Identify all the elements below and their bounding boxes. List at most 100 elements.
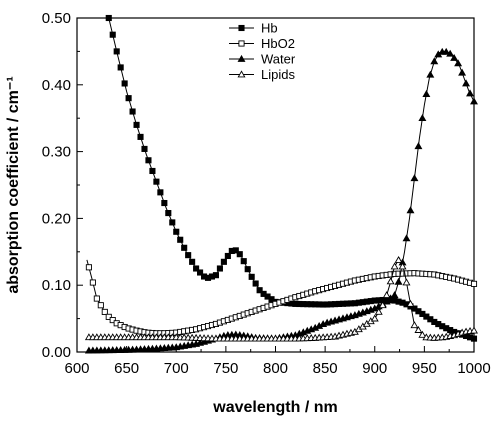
legend-label: Hb [261, 21, 278, 36]
data-point-hb [193, 265, 200, 272]
data-point-water [410, 174, 419, 182]
data-point-hb [105, 14, 112, 22]
data-point-water [430, 57, 439, 65]
data-point-hbo2 [470, 280, 478, 287]
data-point-lipids [386, 277, 395, 285]
series-lipids [84, 255, 478, 342]
data-point-hb [165, 210, 172, 217]
y-tick-label: 0.40 [42, 77, 71, 94]
legend-label: HbO2 [261, 36, 295, 51]
data-point-hb [109, 31, 116, 38]
y-tick-label: 0.50 [42, 10, 71, 27]
data-point-hb [244, 266, 251, 273]
data-point-hb [248, 273, 255, 280]
data-point-lipids [406, 299, 415, 307]
data-point-hb [177, 236, 184, 243]
data-point-hb [149, 167, 156, 175]
data-point-water [426, 70, 435, 78]
x-tick-label: 1000 [457, 360, 490, 377]
x-tick-label: 600 [64, 360, 89, 377]
data-point-water [406, 206, 415, 214]
data-point-hb [224, 252, 231, 260]
data-point-hb [153, 178, 160, 185]
legend-item-water: Water [229, 52, 296, 67]
legend-marker-hb [238, 24, 245, 32]
data-point-lipids [410, 321, 419, 329]
x-tick-label: 900 [362, 360, 387, 377]
x-axis-title: wavelength / nm [212, 399, 337, 416]
data-point-hb [117, 64, 124, 71]
data-point-lipids [418, 330, 427, 338]
x-tick-label: 800 [263, 360, 288, 377]
x-tick-label: 850 [313, 360, 338, 377]
data-point-hb [220, 258, 227, 265]
data-point-lipids [378, 301, 387, 309]
data-point-lipids [414, 325, 423, 333]
legend-marker-water [237, 54, 246, 62]
x-tick-label: 950 [412, 360, 437, 377]
legend-label: Lipids [261, 67, 295, 82]
data-point-hbo2 [101, 308, 108, 315]
y-tick-label: 0.00 [42, 344, 71, 361]
data-point-hb [197, 269, 204, 276]
data-point-lipids [390, 262, 399, 270]
y-tick-label: 0.20 [42, 210, 71, 227]
data-point-water [418, 114, 427, 122]
data-point-hbo2 [85, 264, 92, 271]
data-point-hb [129, 108, 136, 115]
legend-marker-lipids [237, 70, 246, 78]
x-tick-label: 650 [114, 360, 139, 377]
data-point-lipids [398, 262, 407, 270]
data-point-hb [212, 272, 220, 279]
data-point-hbo2 [97, 302, 104, 309]
data-point-hb [185, 252, 192, 259]
data-point-lipids [402, 278, 411, 286]
data-point-water [414, 142, 423, 150]
data-point-water [402, 234, 411, 242]
data-point-water [394, 277, 403, 285]
data-point-lipids [382, 291, 391, 299]
data-point-water [390, 291, 399, 299]
y-tick-label: 0.10 [42, 277, 71, 294]
legend-item-lipids: Lipids [229, 67, 295, 82]
data-point-hb [145, 157, 152, 164]
x-tick-label: 700 [164, 360, 189, 377]
data-point-hb [121, 80, 128, 87]
data-point-hb [216, 265, 223, 272]
data-point-water [462, 79, 471, 87]
data-point-lipids [370, 314, 379, 322]
data-point-hb [113, 48, 120, 55]
data-point-hb [161, 199, 168, 207]
data-point-hbo2 [105, 313, 112, 320]
data-point-hb [240, 258, 247, 265]
data-point-lipids [374, 307, 383, 315]
data-point-hb [252, 280, 259, 287]
data-point-water [446, 49, 455, 57]
data-point-hb [157, 189, 164, 196]
data-point-hb [133, 121, 140, 128]
data-point-hb [137, 133, 144, 140]
data-point-hb [232, 247, 239, 254]
legend-marker-hbo2 [238, 40, 245, 47]
y-axis-title: absorption coefficient / cm⁻¹ [5, 76, 22, 293]
data-point-hb [189, 258, 196, 265]
data-point-hb [256, 287, 263, 294]
x-tick-label: 750 [213, 360, 238, 377]
data-point-hb [236, 251, 243, 258]
data-point-lipids [394, 255, 403, 263]
data-point-hb [169, 219, 176, 226]
data-point-water [442, 47, 451, 55]
data-point-hbo2 [109, 317, 116, 324]
data-point-hb [181, 244, 188, 251]
data-point-water [454, 59, 463, 67]
legend-label: Water [261, 52, 296, 67]
y-tick-label: 0.30 [42, 144, 71, 161]
tick-marks: 600 650 700 750 800 850 900 950 1000 0.00 0.10 0.20… [42, 10, 491, 377]
data-point-hb [125, 95, 132, 102]
legend-item-hbo2: HbO2 [229, 36, 295, 51]
series-layer [84, 14, 478, 354]
data-point-water [422, 90, 431, 98]
data-point-hb [470, 335, 478, 342]
